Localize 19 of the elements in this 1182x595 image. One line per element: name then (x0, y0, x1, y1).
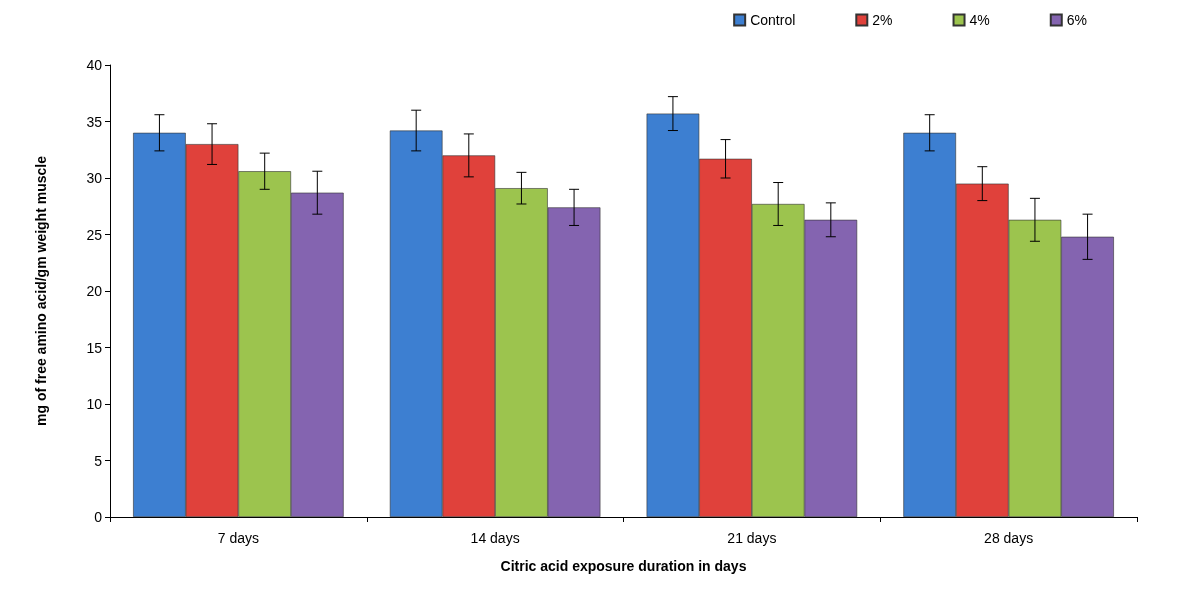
y-tick-label: 0 (94, 509, 103, 525)
y-tick-label: 5 (94, 452, 103, 469)
x-tick-label: 21 days (727, 530, 777, 546)
y-axis-title: mg of free amino acid/gm weight muscle (33, 155, 49, 426)
x-axis-title: Citric acid exposure duration in days (500, 558, 747, 574)
x-tick-label: 14 days (470, 530, 520, 546)
y-tick-label: 15 (86, 339, 103, 356)
legend-label: 2% (872, 12, 893, 28)
y-tick-label: 20 (86, 283, 103, 299)
legend-label: Control (750, 12, 796, 28)
x-tick-label: 28 days (984, 530, 1034, 546)
y-tick-label: 10 (86, 396, 103, 412)
legend-label: 4% (969, 12, 990, 28)
y-tick-label: 30 (86, 170, 103, 186)
legend-label: 6% (1066, 12, 1087, 28)
y-tick-label: 40 (86, 57, 103, 73)
x-tick-label: 7 days (217, 530, 259, 546)
y-tick-label: 35 (86, 113, 103, 130)
y-tick-label: 25 (86, 226, 103, 243)
